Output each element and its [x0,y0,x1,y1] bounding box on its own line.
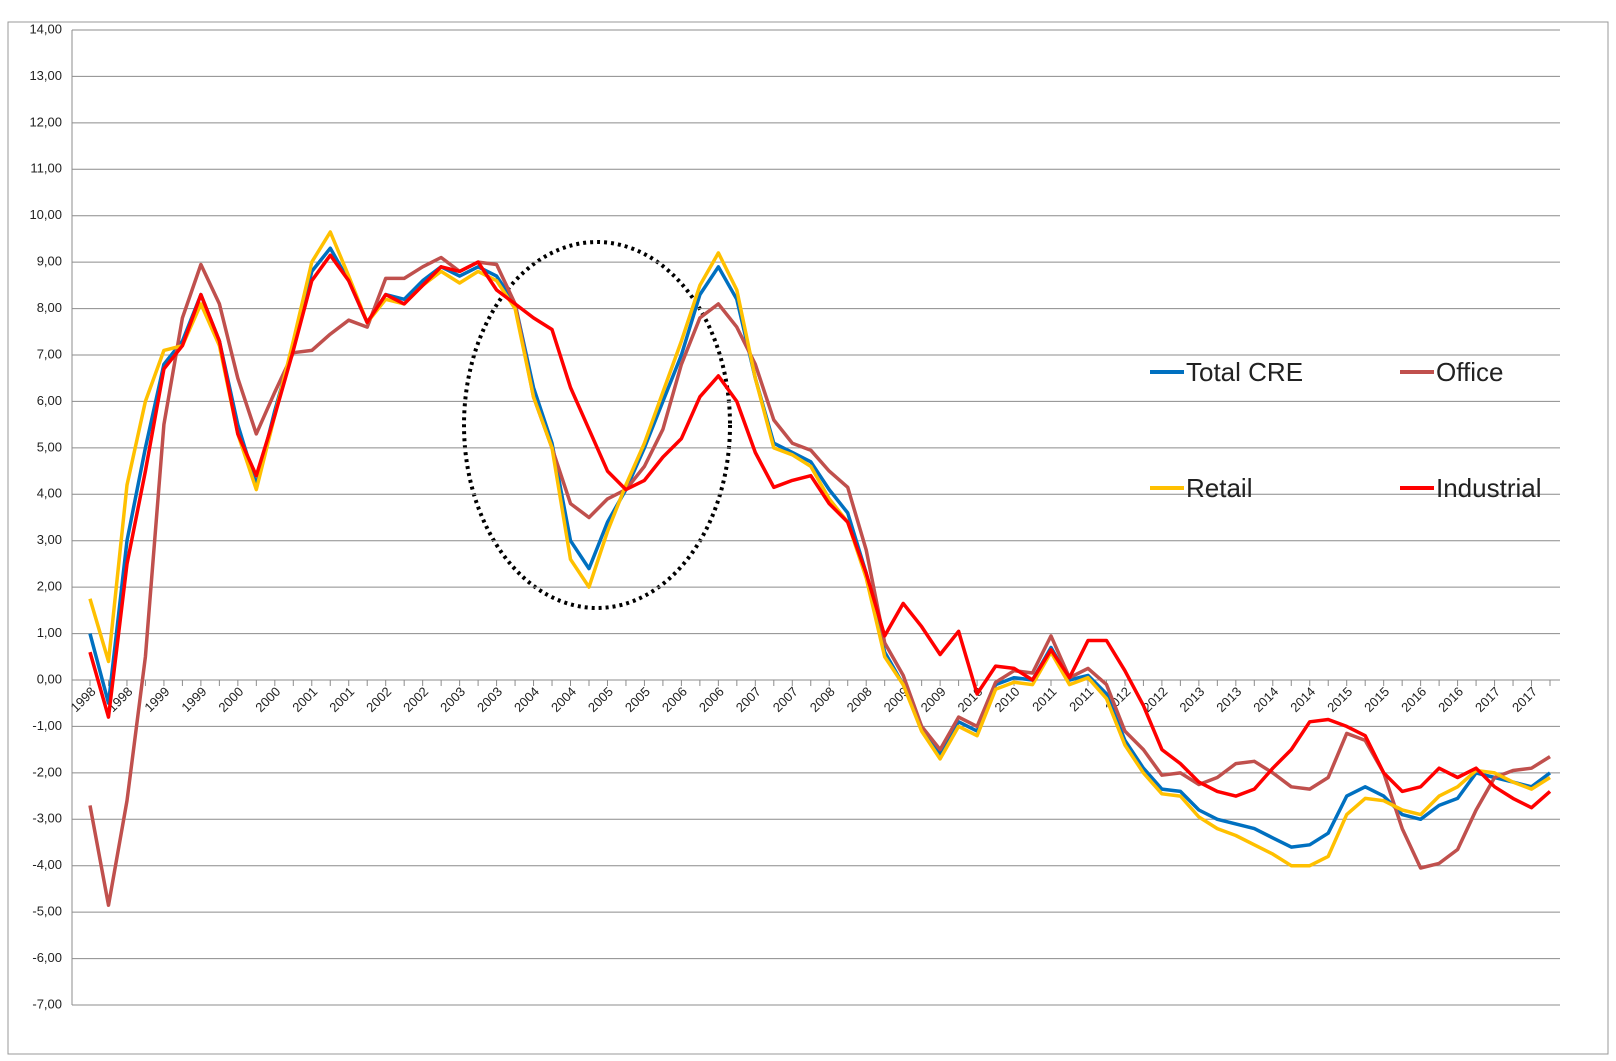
y-tick-label: 13,00 [29,68,62,83]
y-tick-label: 4,00 [37,486,62,501]
chart-frame [7,21,1609,1055]
legend-item: Office [1400,357,1503,387]
y-tick-label: 14,00 [29,21,62,36]
highlight-ellipse [462,240,732,610]
series-line [88,253,1552,810]
legend-label: Industrial [1436,473,1542,503]
legend-label: Retail [1186,473,1252,503]
y-tick-label: 6,00 [37,393,62,408]
y-tick-label: -5,00 [32,904,62,919]
y-tick-label: 10,00 [29,207,62,222]
legend-label: Office [1436,357,1503,387]
y-tick-label: 7,00 [37,346,62,361]
legend-item: Retail [1150,473,1252,503]
y-tick-label: 8,00 [37,300,62,315]
y-tick-label: -7,00 [32,996,62,1011]
y-tick-label: -2,00 [32,764,62,779]
y-tick-label: 1,00 [37,625,62,640]
y-tick-label: 5,00 [37,439,62,454]
y-tick-label: 12,00 [29,114,62,129]
y-tick-label: -3,00 [32,811,62,826]
series-line [88,255,1551,907]
series-line [88,230,1551,868]
legend-label: Total CRE [1186,357,1303,387]
y-tick-label: 3,00 [37,532,62,547]
y-tick-label: -4,00 [32,857,62,872]
y-tick-label: 11,00 [30,161,62,176]
y-tick-label: -1,00 [32,718,62,733]
y-tick-label: 9,00 [37,254,62,269]
y-tick-label: 0,00 [37,671,62,686]
y-tick-label: -6,00 [32,950,62,965]
y-tick-label: 2,00 [37,579,62,594]
legend-item: Total CRE [1150,357,1303,387]
series-line [88,246,1552,849]
legend-item: Industrial [1400,473,1542,503]
